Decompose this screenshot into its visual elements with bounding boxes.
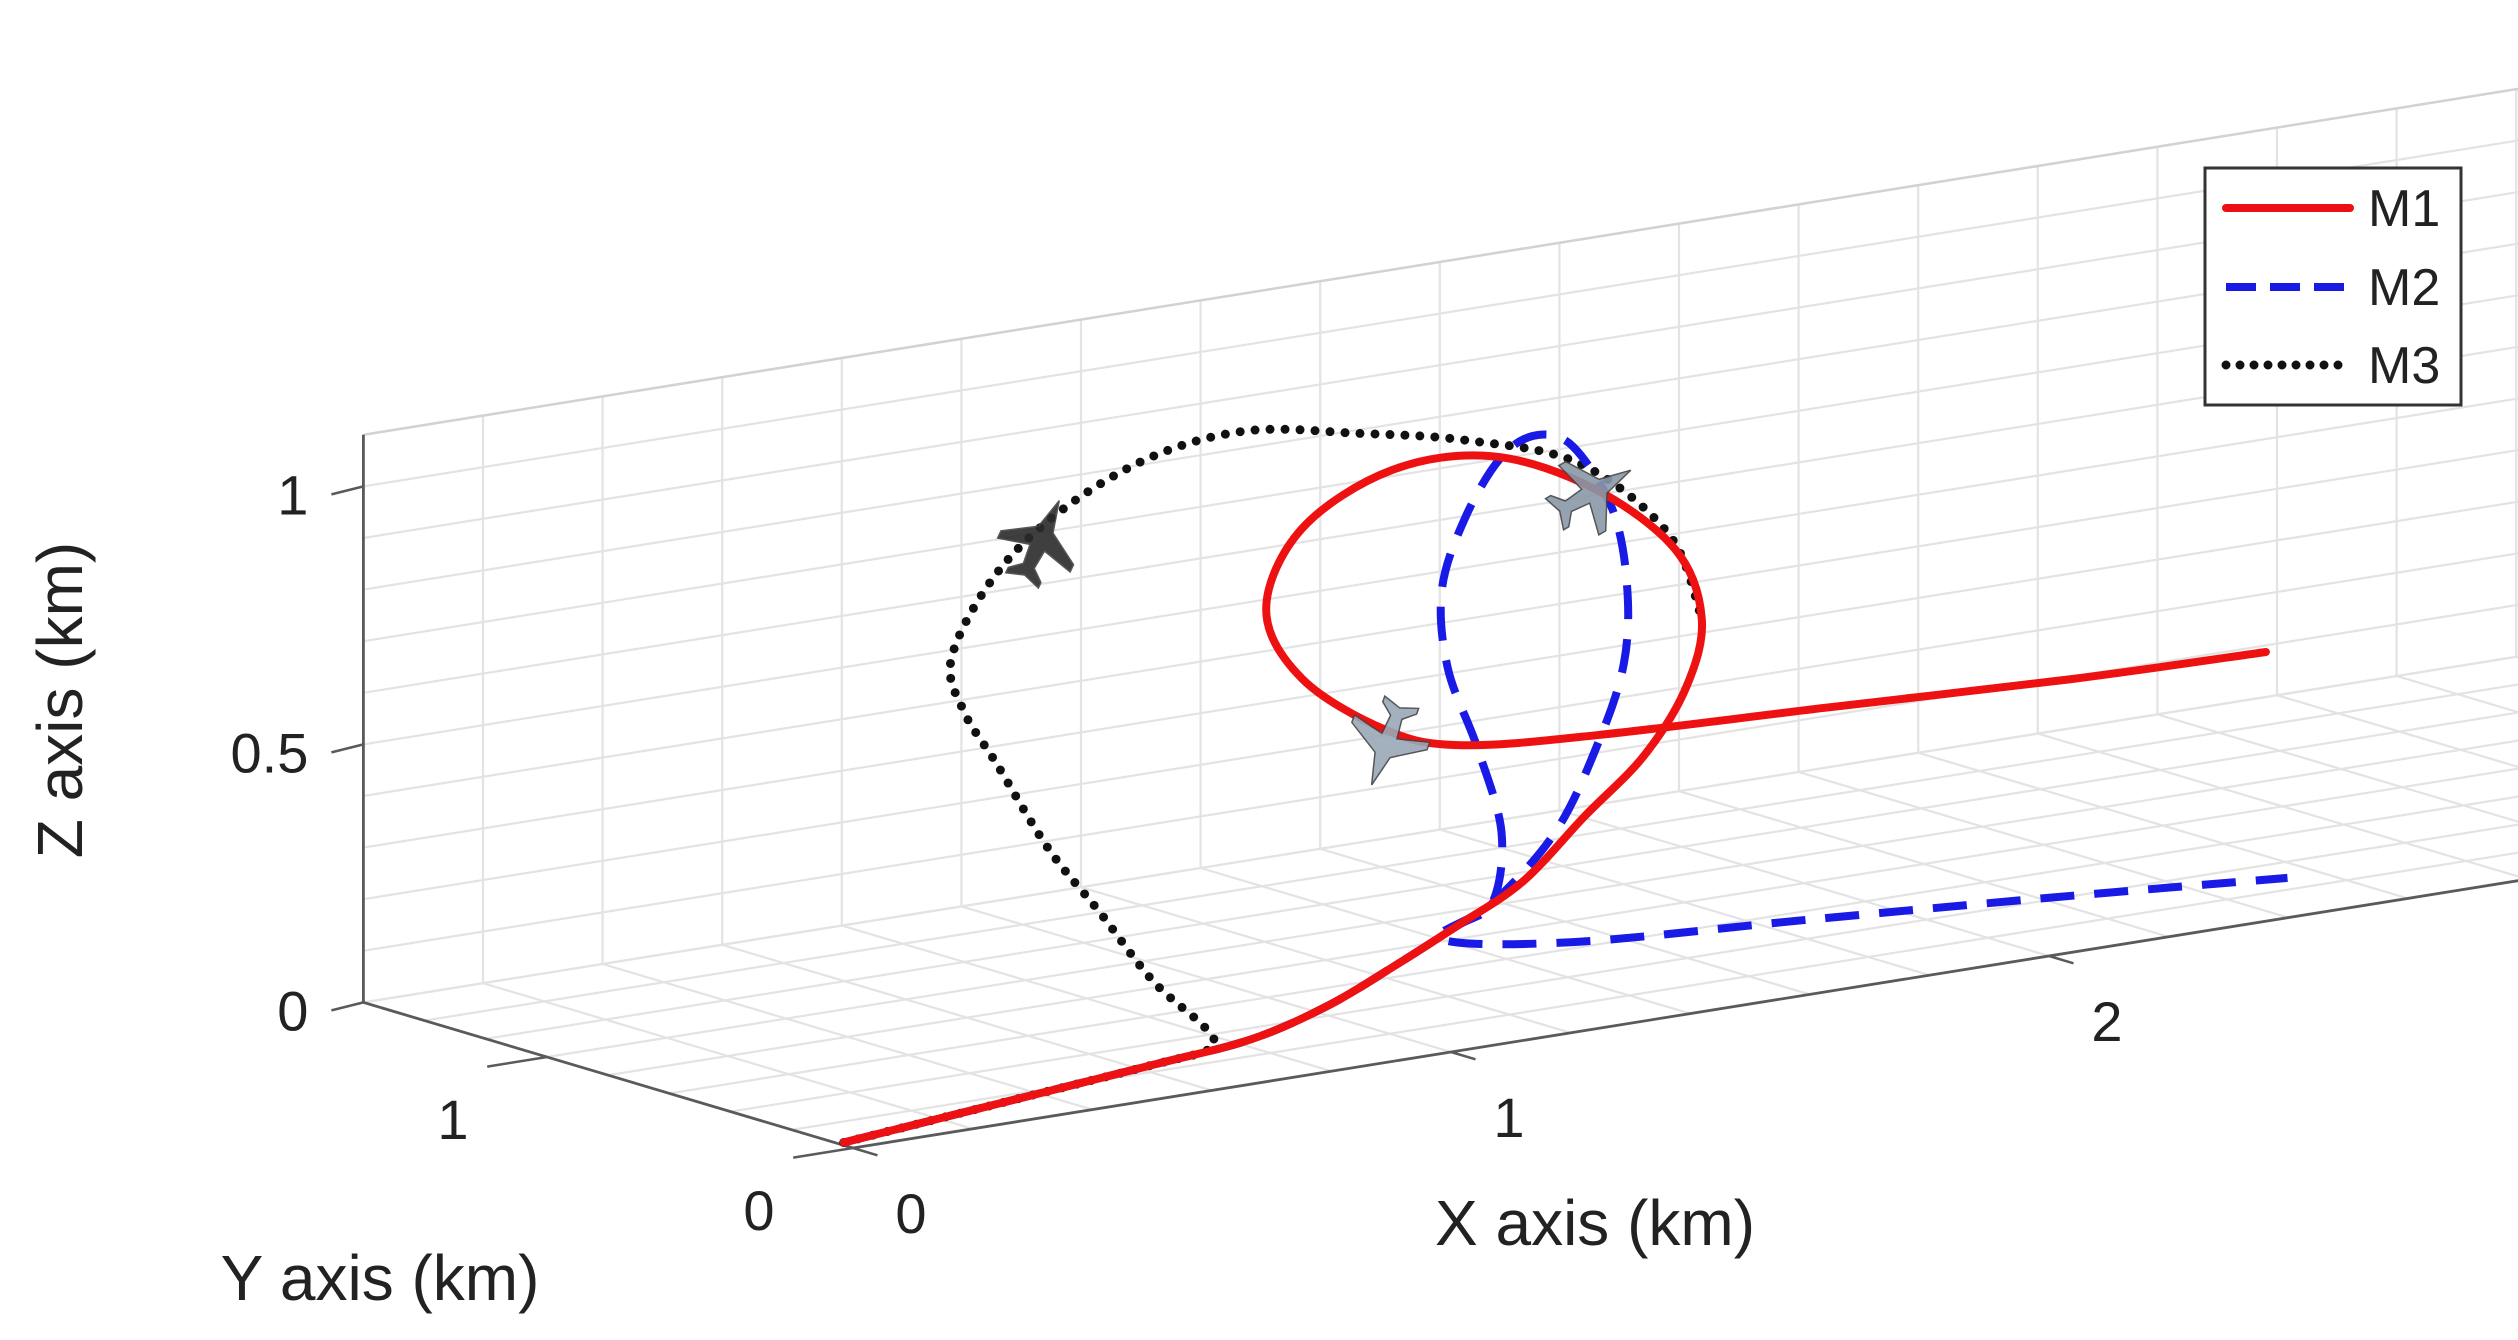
grid-line	[2157, 713, 2518, 823]
grid-line	[546, 739, 2518, 1059]
legend: M1 M2 M3	[2203, 166, 2463, 407]
x-tick	[852, 1146, 878, 1157]
x-axis-line	[852, 879, 2518, 1150]
x-axis-label: X axis (km)	[1435, 1187, 1755, 1259]
grid-line	[363, 655, 2518, 1004]
z-tick-label: 0	[277, 979, 308, 1042]
x-tick-label: 0	[895, 1182, 926, 1245]
grid-line	[485, 711, 2518, 1040]
grid-line	[363, 603, 2518, 952]
x-tick	[2048, 954, 2074, 965]
grid-line	[363, 242, 2518, 591]
z-tick	[331, 1001, 364, 1012]
aircraft-shape	[996, 500, 1075, 590]
z-tick	[331, 743, 364, 754]
box-edge	[363, 87, 2518, 437]
aircraft-shape	[1544, 460, 1632, 536]
grid-line	[791, 851, 2518, 1131]
grid-line	[852, 879, 2518, 1150]
grid-line	[363, 397, 2518, 746]
legend-label-m2: M2	[2368, 259, 2440, 317]
aircraft-shape	[1350, 694, 1431, 786]
grid-line	[424, 683, 2518, 1022]
y-tick	[487, 1055, 548, 1068]
grid-line	[363, 448, 2518, 798]
z-tick-label: 0.5	[231, 721, 309, 784]
z-axis-label: Z axis (km)	[24, 542, 96, 858]
axes-layer	[331, 434, 2518, 1159]
x-tick	[1450, 1050, 1476, 1061]
y-axis-line	[363, 1001, 854, 1150]
aircraft-icon	[1350, 694, 1431, 786]
y-tick-label: 1	[437, 1088, 468, 1151]
legend-label-m1: M1	[2368, 180, 2440, 238]
legend-label-m3: M3	[2368, 337, 2440, 395]
y-axis-label: Y axis (km)	[221, 1242, 540, 1314]
grid-line	[363, 500, 2518, 849]
grid-line	[669, 795, 2518, 1095]
x-tick-label: 2	[2091, 990, 2122, 1053]
grid-line	[363, 345, 2518, 694]
grid-line	[2396, 674, 2518, 714]
aircraft-icon	[996, 500, 1075, 590]
series-line-m2	[842, 430, 2288, 1147]
y-tick-label: 0	[743, 1179, 774, 1242]
grid-line	[2276, 694, 2518, 769]
z-tick-label: 1	[277, 463, 308, 526]
y-tick	[793, 1146, 854, 1159]
grid-line	[363, 139, 2518, 488]
series-layer	[839, 424, 2288, 1147]
tick-label-layer: 012340100.51	[231, 463, 2123, 1245]
grid-line	[363, 294, 2518, 643]
x-tick-label: 1	[1493, 1086, 1524, 1149]
marker-layer	[996, 460, 1632, 786]
grid-line	[363, 190, 2518, 540]
grid-line	[363, 552, 2518, 901]
z-tick	[331, 485, 364, 496]
grid-line	[608, 767, 2518, 1077]
aircraft-icon	[1544, 460, 1632, 536]
